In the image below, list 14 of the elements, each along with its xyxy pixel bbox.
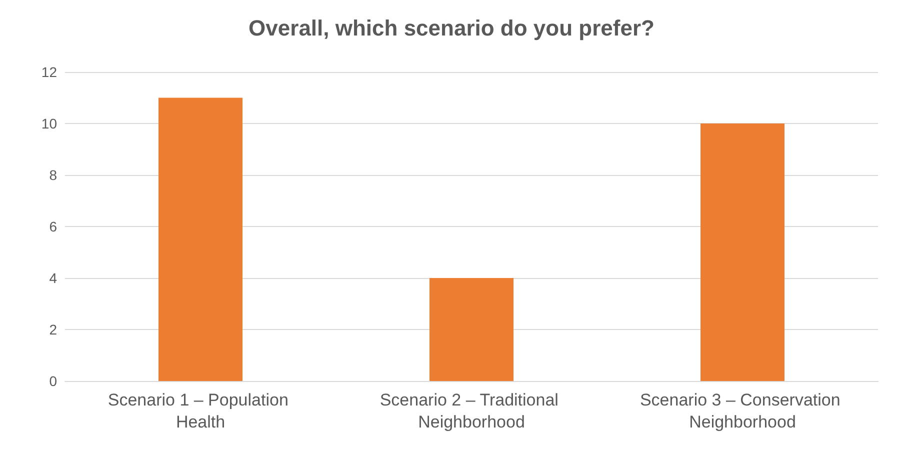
y-tick-label: 12 [41,64,58,80]
y-tick-label: 8 [49,167,58,183]
y-tick-label: 0 [49,373,58,389]
y-tick-label: 10 [41,116,58,132]
x-tick-label: Scenario 2 – Traditional Neighborhood [380,390,564,432]
y-tick-label: 4 [49,270,58,286]
x-tick-label: Scenario 3 – Conservation Neighborhood [640,390,846,432]
bar [158,98,243,381]
bar [429,278,514,381]
y-tick-label: 2 [49,322,58,338]
bar [700,124,785,381]
chart-title: Overall, which scenario do you prefer? [248,16,654,40]
y-tick-label: 6 [49,218,58,234]
x-tick-label: Scenario 1 – Population Health [108,390,294,432]
